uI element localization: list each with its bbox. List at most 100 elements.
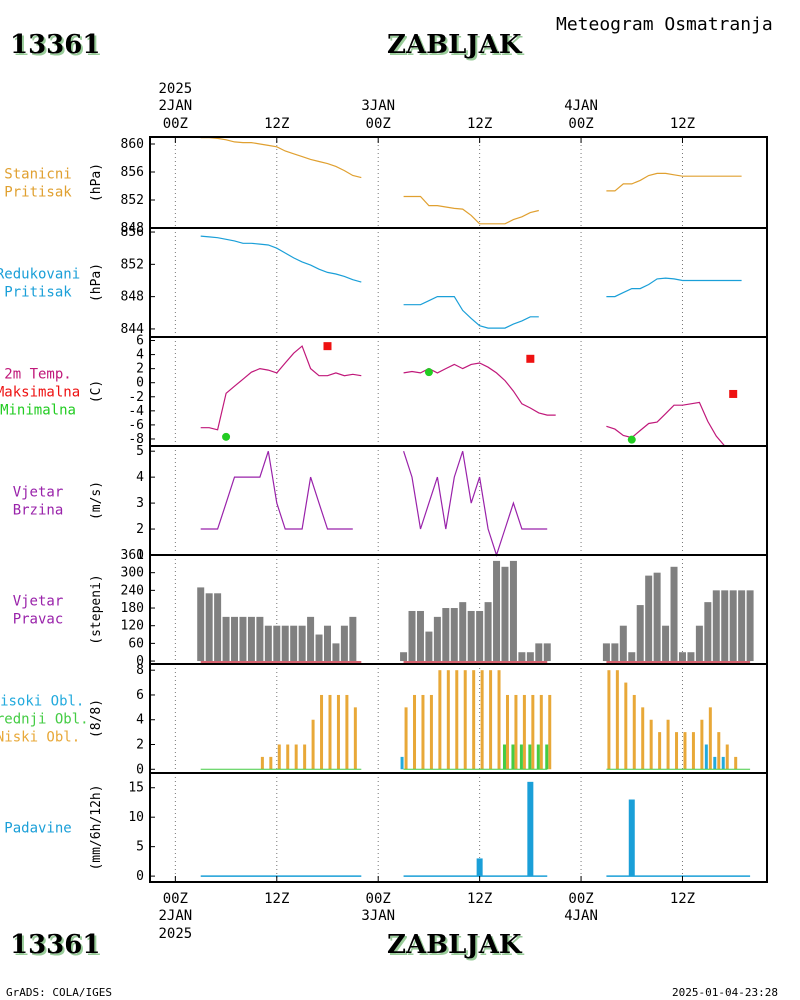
y-tick-label: 10 (128, 810, 144, 825)
cloud-bar (404, 707, 408, 770)
time-tick-label-top: 12Z (670, 116, 695, 132)
wind-dir-bar (197, 587, 205, 662)
y-tick-label: 4 (136, 348, 144, 363)
wind-dir-bar (729, 590, 737, 662)
y-tick-label: 4 (136, 470, 144, 485)
series-line (606, 277, 742, 298)
tmin-marker (222, 432, 231, 441)
panel-label: Minimalna (0, 403, 76, 419)
day-label-bottom: 2JAN (158, 908, 192, 924)
day-label-top: 2JAN (158, 98, 192, 114)
wind-dir-bar (704, 602, 712, 662)
cloud-bar (531, 694, 535, 770)
y-tick-label: 0 (136, 869, 144, 884)
panel-label: Vjetar (13, 485, 64, 501)
wind-dir-bar (450, 608, 458, 662)
cloud-bar (721, 756, 725, 770)
wind-dir-bar (712, 590, 720, 662)
wind-dir-bar (746, 590, 754, 662)
wind-dir-bar (678, 652, 686, 662)
y-tick-label: -6 (128, 418, 144, 433)
wind-dir-bar (611, 643, 619, 662)
cloud-bar (528, 744, 532, 770)
wind-dir-bar (264, 625, 272, 662)
wind-dir-bar (543, 643, 551, 662)
cloud-bar (536, 744, 540, 770)
wind-dir-bar (501, 566, 509, 662)
wind-dir-bar (653, 572, 661, 662)
y-axis-label: (hPa) (89, 163, 104, 202)
wind-dir-bar (526, 652, 534, 662)
y-tick-label: 844 (121, 322, 145, 337)
cloud-bar (421, 694, 425, 770)
wind-dir-bar (619, 625, 627, 662)
y-tick-label: 0 (136, 654, 144, 669)
wind-dir-bar (425, 631, 433, 662)
station-id-top: 13361 (10, 30, 101, 60)
wind-dir-bar (214, 593, 222, 662)
cloud-bar (353, 707, 357, 770)
panel-label: Niski Obl. (0, 730, 80, 746)
station-id-bottom: 13361 (10, 930, 101, 960)
y-axis-label: (hPa) (89, 263, 104, 302)
cloud-bar (413, 694, 417, 770)
y-tick-label: 360 (121, 548, 144, 563)
cloud-bar (519, 744, 523, 770)
wind-dir-bar (628, 652, 636, 662)
wind-dir-bar (535, 643, 543, 662)
wind-dir-bar (476, 610, 484, 662)
wind-dir-bar (340, 625, 348, 662)
y-tick-label: 848 (121, 221, 144, 236)
wind-dir-bar (602, 643, 610, 662)
y-tick-label: -4 (128, 404, 144, 419)
time-tick-label-bottom: 12Z (670, 891, 695, 907)
time-tick-label-top: 12Z (264, 116, 289, 132)
time-tick-label-bottom: 00Z (568, 891, 593, 907)
cloud-bar (269, 756, 273, 770)
cloud-bar (548, 694, 552, 770)
cloud-bar (708, 707, 712, 770)
y-tick-label: 6 (136, 688, 144, 703)
tmax-marker (526, 354, 535, 363)
day-label-bottom: 3JAN (361, 908, 395, 924)
series-line (606, 172, 742, 192)
cloud-bar (658, 732, 662, 770)
panel-label: Stanicni (4, 167, 71, 183)
y-tick-label: 60 (128, 636, 144, 651)
tmax-marker (323, 342, 332, 351)
cloud-bar (463, 670, 467, 770)
wind-dir-bar (231, 616, 239, 662)
y-axis-label: (8/8) (89, 699, 104, 738)
cloud-bar (717, 732, 721, 770)
cloud-bar (511, 744, 515, 770)
cloud-bar (539, 694, 543, 770)
cloud-bar (480, 670, 484, 770)
y-tick-label: 120 (121, 619, 144, 634)
cloud-bar (704, 744, 708, 770)
time-tick-label-bottom: 12Z (467, 891, 492, 907)
cloud-bar (522, 694, 526, 770)
panel-label: Redukovani (0, 267, 80, 283)
panel-label: Visoki Obl. (0, 694, 84, 710)
y-tick-label: 1 (136, 548, 144, 563)
y-tick-label: 852 (121, 257, 144, 272)
cloud-bar (429, 694, 433, 770)
cloud-bar (277, 744, 281, 770)
cloud-bar (345, 694, 349, 770)
chart-title: Meteogram Osmatranja (556, 14, 773, 35)
credits: GrADS: COLA/IGES (6, 986, 112, 999)
wind-dir-bar (493, 560, 501, 662)
wind-dir-bar (273, 625, 281, 662)
cloud-bar (624, 682, 628, 770)
tmax-marker (729, 389, 738, 398)
wind-dir-bar (298, 625, 306, 662)
day-label-top: 3JAN (361, 98, 395, 114)
y-tick-label: 2 (136, 738, 144, 753)
y-tick-label: 240 (121, 583, 144, 598)
series-line (200, 345, 362, 431)
cloud-bar (632, 694, 636, 770)
wind-dir-bar (307, 616, 315, 662)
wind-dir-bar (695, 625, 703, 662)
